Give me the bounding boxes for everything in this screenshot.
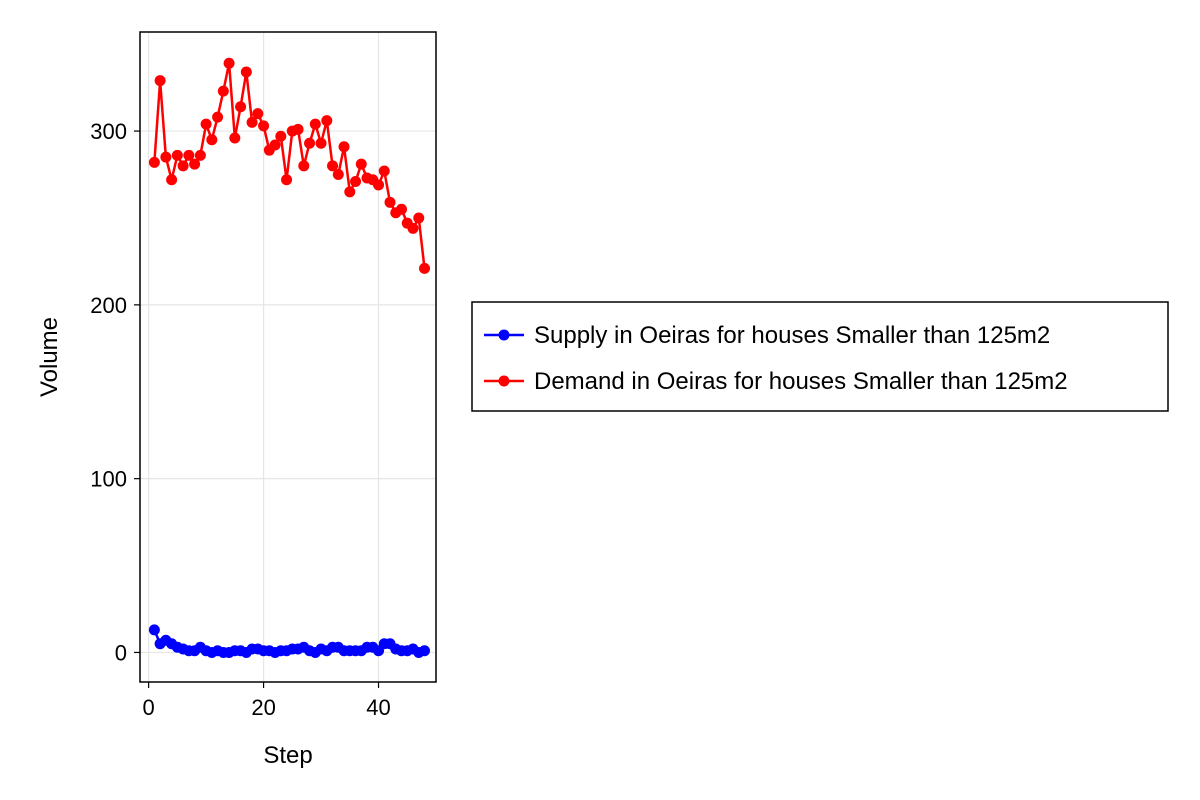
data-point xyxy=(148,624,160,636)
data-point xyxy=(419,262,431,274)
data-point xyxy=(396,203,408,215)
legend-box xyxy=(471,301,1169,412)
data-point xyxy=(171,149,183,161)
data-point xyxy=(327,160,339,172)
data-point xyxy=(194,149,206,161)
y-tick-label: 200 xyxy=(90,293,127,318)
y-tick-label: 300 xyxy=(90,119,127,144)
data-point xyxy=(338,141,350,153)
data-point xyxy=(407,222,419,234)
series-supply xyxy=(148,624,431,658)
legend-marker xyxy=(498,375,510,387)
series-layer xyxy=(148,57,431,658)
axis-ticks: 0 20 40 0 100 200 300 xyxy=(90,119,390,720)
data-point xyxy=(344,186,356,198)
data-point xyxy=(154,75,166,87)
plot-frame xyxy=(139,31,437,683)
data-point xyxy=(166,174,178,186)
x-axis-title: Step xyxy=(263,742,312,769)
data-point xyxy=(292,123,304,135)
data-point xyxy=(212,111,224,123)
series-demand xyxy=(148,57,431,274)
legend-item: Demand in Oeiras for houses Smaller than… xyxy=(484,368,1068,395)
data-point xyxy=(229,132,241,144)
data-point xyxy=(355,158,367,170)
data-point xyxy=(309,118,321,130)
data-point xyxy=(148,156,160,168)
data-point xyxy=(373,179,385,191)
legend: Supply in Oeiras for houses Smaller than… xyxy=(471,301,1169,412)
data-point xyxy=(217,85,229,97)
y-tick-label: 100 xyxy=(90,467,127,492)
data-point xyxy=(413,212,425,224)
y-axis-title: Volume xyxy=(36,317,63,397)
data-point xyxy=(223,57,235,69)
data-point xyxy=(160,151,172,163)
data-point xyxy=(332,169,344,181)
data-point xyxy=(246,116,258,128)
x-tick-label: 40 xyxy=(366,695,390,720)
data-point xyxy=(315,137,327,149)
data-point xyxy=(321,115,333,127)
data-point xyxy=(177,160,189,172)
legend-label: Supply in Oeiras for houses Smaller than… xyxy=(534,322,1050,349)
data-point xyxy=(275,130,287,142)
data-point xyxy=(378,165,390,177)
legend-item: Supply in Oeiras for houses Smaller than… xyxy=(484,322,1050,349)
data-point xyxy=(384,196,396,208)
data-point xyxy=(252,108,264,120)
data-point xyxy=(419,645,431,657)
data-point xyxy=(189,158,201,170)
data-point xyxy=(298,160,310,172)
legend-label: Demand in Oeiras for houses Smaller than… xyxy=(534,368,1068,395)
data-point xyxy=(240,66,252,78)
data-point xyxy=(200,118,212,130)
data-point xyxy=(281,174,293,186)
x-tick-label: 0 xyxy=(142,695,154,720)
x-tick-label: 20 xyxy=(251,695,275,720)
data-point xyxy=(304,137,316,149)
y-tick-label: 0 xyxy=(115,640,127,665)
data-point xyxy=(258,120,270,132)
data-point xyxy=(235,101,247,113)
data-point xyxy=(183,149,195,161)
data-point xyxy=(206,134,218,146)
data-point xyxy=(350,175,362,187)
data-point xyxy=(269,139,281,151)
legend-marker xyxy=(498,329,510,341)
